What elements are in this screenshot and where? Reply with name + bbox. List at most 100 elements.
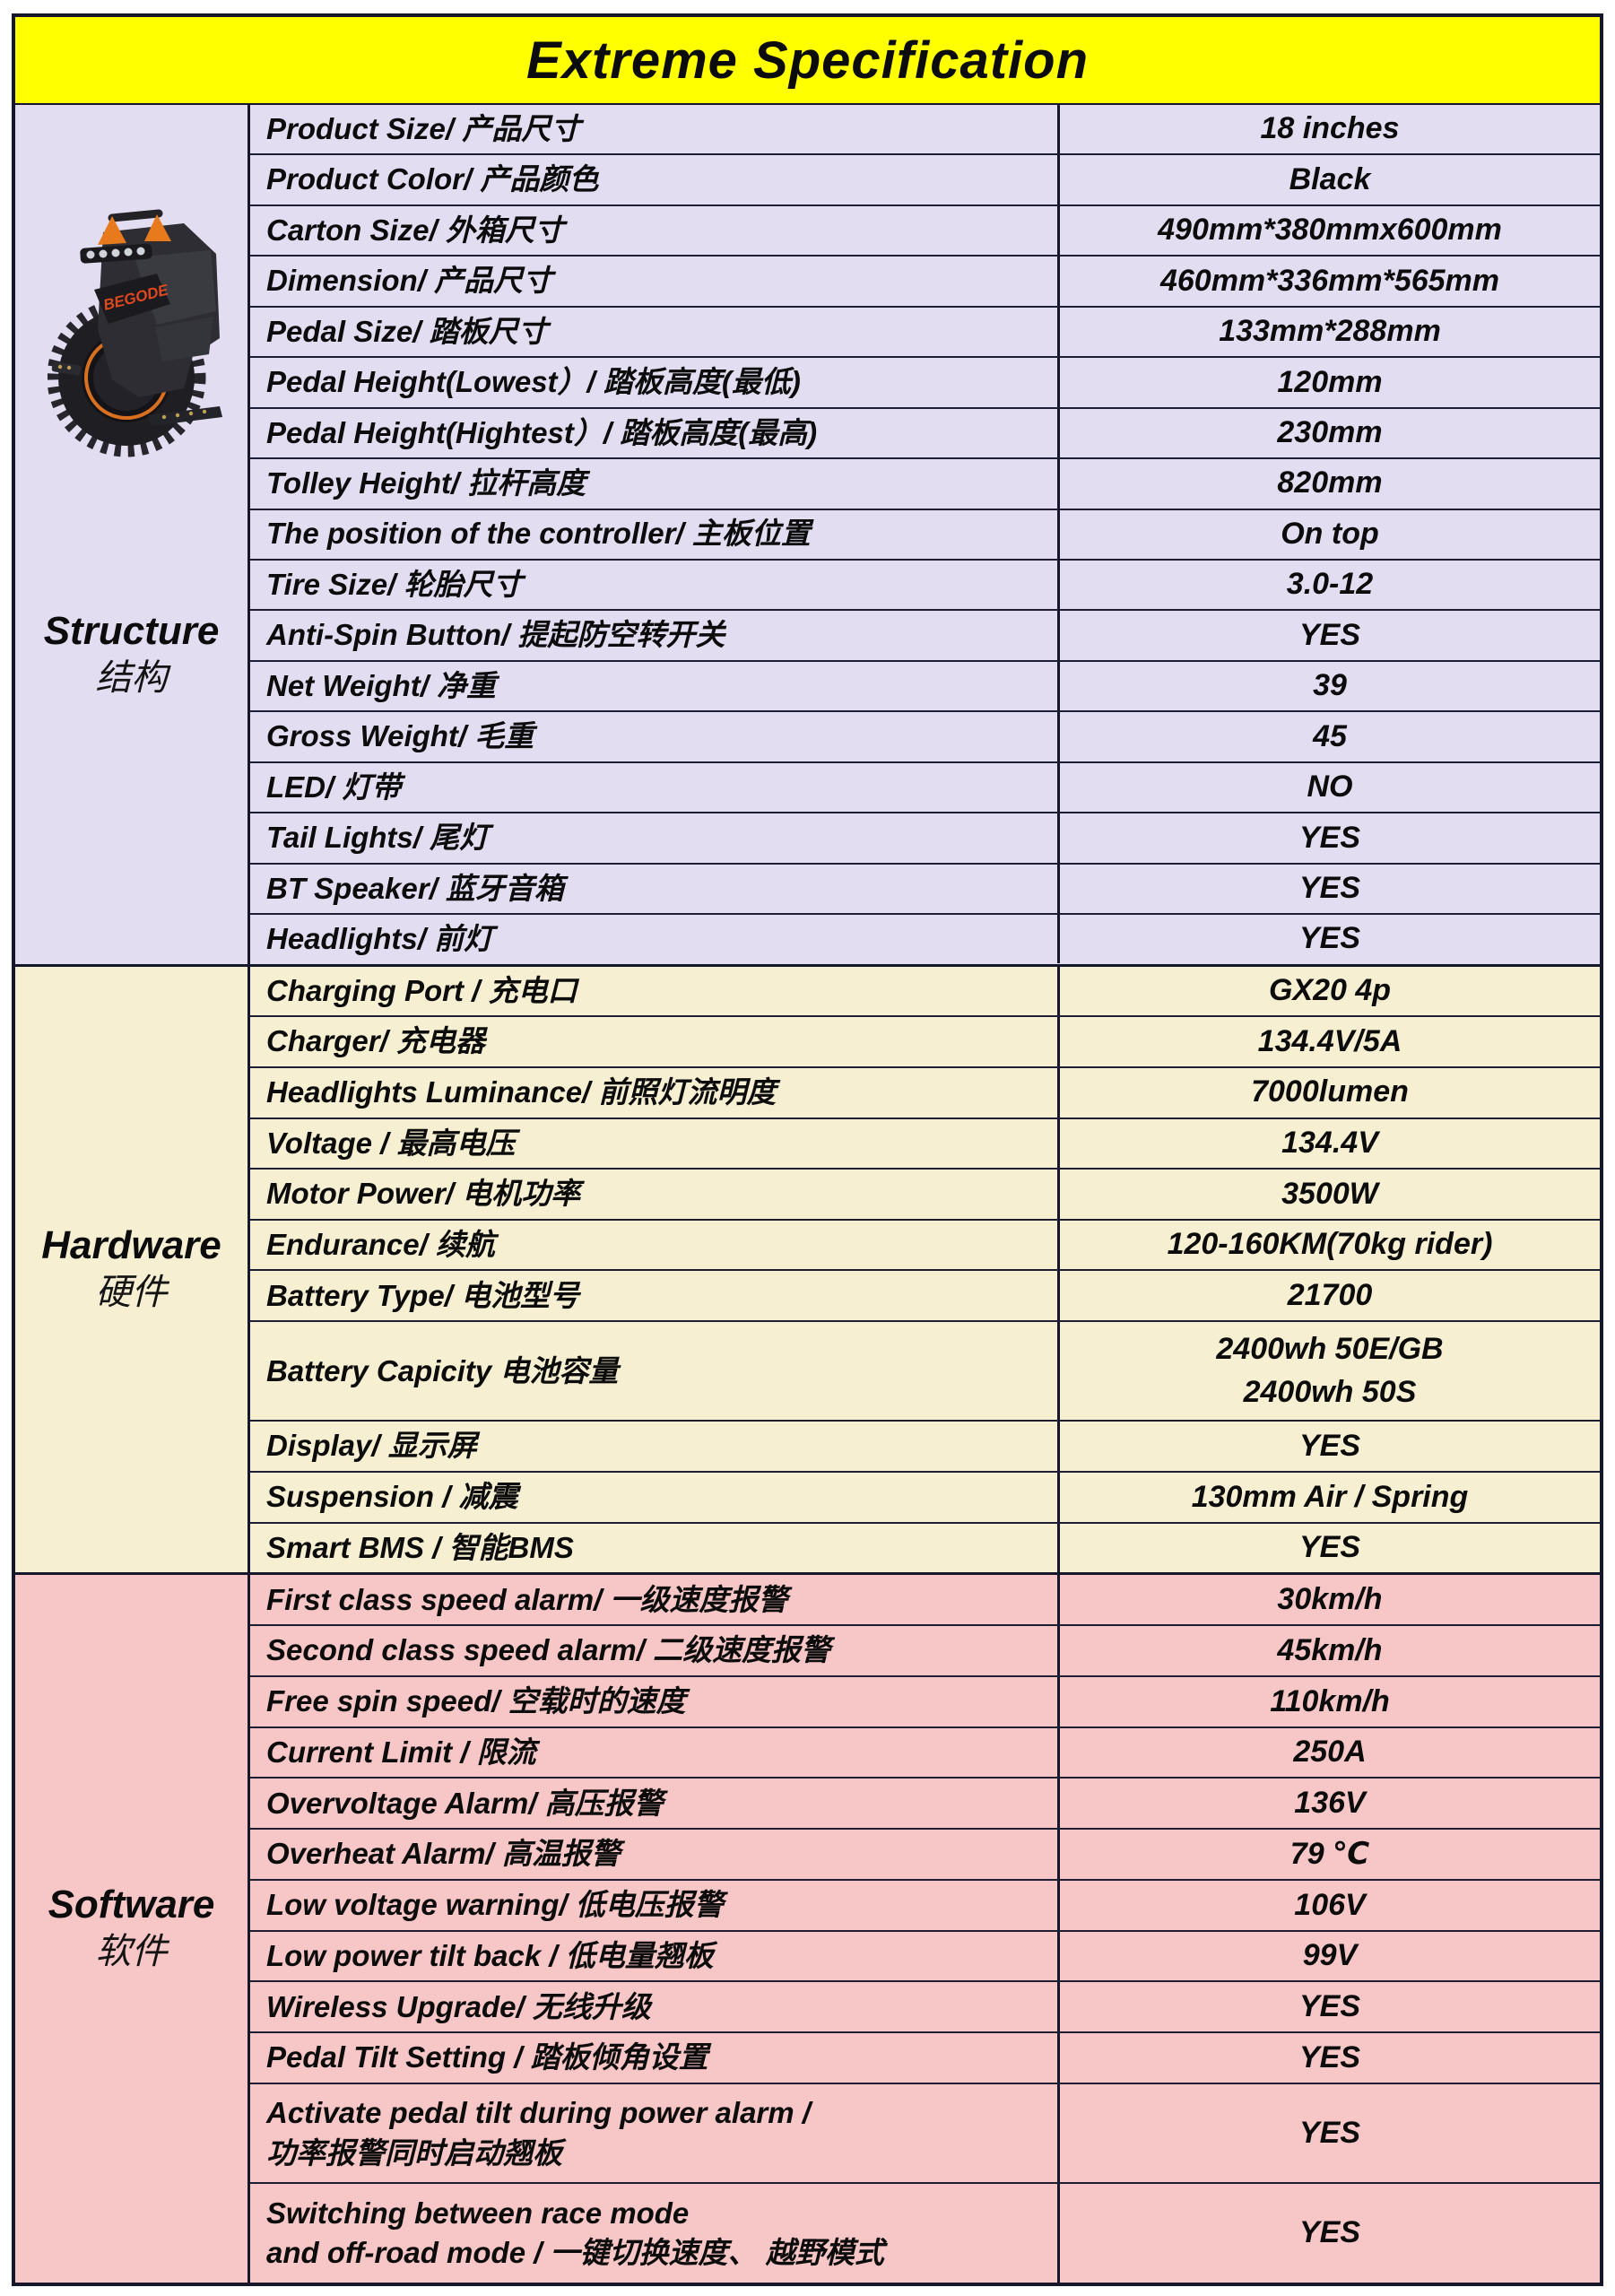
spec-value: 3.0-12 [1286, 567, 1374, 602]
section-rows-structure: Product Size/ 产品尺寸 18 inches Product Color… [250, 105, 1600, 964]
spec-name: Pedal Height(Lowest）/ 踏板高度(最低) [250, 358, 1060, 407]
section-label-zh: 硬件 [95, 1272, 168, 1312]
spec-value: 45 [1313, 718, 1347, 753]
spec-name: Gross Weight/ 毛重 [250, 712, 1060, 761]
spec-value: 130mm Air / Spring [1191, 1479, 1469, 1514]
spec-row: Charger/ 充电器 134.4V/5A [250, 1015, 1600, 1066]
spec-name: Headlights/ 前灯 [250, 915, 1060, 964]
spec-name: Wireless Upgrade/ 无线升级 [250, 1982, 1060, 2032]
spec-value: YES [1298, 820, 1361, 855]
spec-row: Switching between race mode and off-road… [250, 2182, 1600, 2283]
spec-name: Anti-Spin Button/ 提起防空转开关 [250, 611, 1060, 660]
spec-value: 7000lumen [1251, 1074, 1409, 1109]
spec-value: 230mm [1277, 415, 1383, 450]
spec-value: 79 ℃ [1289, 1836, 1370, 1871]
spec-value: YES [1298, 921, 1361, 956]
section-label-en: Hardware [41, 1223, 221, 1268]
spec-row: Motor Power/ 电机功率 3500W [250, 1168, 1600, 1219]
spec-value: 39 [1313, 668, 1347, 703]
spec-name: Suspension / 减震 [250, 1473, 1060, 1522]
spec-row: Headlights Luminance/ 前照灯流明度 7000lumen [250, 1065, 1600, 1118]
spec-value: 18 inches [1260, 111, 1400, 146]
spec-value: NO [1307, 770, 1353, 804]
spec-value: 120mm [1277, 364, 1383, 399]
spec-row: BT Speaker/ 蓝牙音箱 YES [250, 862, 1600, 913]
spec-row: Wireless Upgrade/ 无线升级 YES [250, 1980, 1600, 2032]
spec-row: Tail Lights/ 尾灯 YES [250, 812, 1600, 863]
spec-value: 460mm*336mm*565mm [1159, 263, 1500, 298]
spec-name: Battery Capicity 电池容量 [250, 1322, 1060, 1421]
spec-name: Free spin speed/ 空载时的速度 [250, 1676, 1060, 1726]
spec-value: 2400wh 50E/GB 2400wh 50S [1216, 1332, 1444, 1409]
spec-row: Current Limit / 限流 250A [250, 1726, 1600, 1778]
spec-value: 250A [1293, 1735, 1367, 1770]
spec-name: Tail Lights/ 尾灯 [250, 813, 1060, 863]
spec-row: Free spin speed/ 空载时的速度 110km/h [250, 1674, 1600, 1726]
spec-row: Pedal Height(Lowest）/ 踏板高度(最低) 120mm [250, 356, 1600, 407]
spec-value: YES [1298, 617, 1361, 652]
section-rows-software: First class speed alarm/ 一级速度报警 30km/h Sec… [250, 1575, 1600, 2283]
spec-value: 136V [1294, 1786, 1366, 1821]
section-hardware: Hardware 硬件 Charging Port / 充电口 GX20 4p Ch… [15, 963, 1600, 1573]
spec-value: 30km/h [1277, 1582, 1383, 1617]
spec-name: Dimension/ 产品尺寸 [250, 257, 1060, 306]
section-label-zh: 软件 [95, 1932, 168, 1972]
spec-name: Voltage / 最高电压 [250, 1118, 1060, 1169]
section-rows-hardware: Charging Port / 充电口 GX20 4p Charger/ 充电器 13… [250, 966, 1600, 1573]
spec-row: Smart BMS / 智能BMS YES [250, 1521, 1600, 1573]
spec-name: Tolley Height/ 拉杆高度 [250, 459, 1060, 509]
spec-name: Carton Size/ 外箱尺寸 [250, 205, 1060, 256]
section-label-en: Software [48, 1883, 215, 1927]
spec-row: Low voltage warning/ 低电压报警 106V [250, 1878, 1600, 1930]
spec-name: First class speed alarm/ 一级速度报警 [250, 1575, 1060, 1625]
spec-row: Display/ 显示屏 YES [250, 1420, 1600, 1472]
spec-name: Display/ 显示屏 [250, 1422, 1060, 1472]
spec-value: YES [1298, 1530, 1361, 1565]
page-title: Extreme Specification [526, 30, 1089, 90]
spec-value: 110km/h [1270, 1683, 1390, 1718]
spec-value: 99V [1302, 1938, 1358, 1973]
spec-row: Second class speed alarm/ 二级速度报警 45km/h [250, 1624, 1600, 1675]
spec-name: Motor Power/ 电机功率 [250, 1170, 1060, 1219]
spec-value: 490mm*380mmx600mm [1158, 213, 1502, 248]
spec-value: YES [1298, 2215, 1361, 2250]
spec-name: Switching between race mode and off-road… [250, 2184, 1060, 2283]
spec-name: Activate pedal tilt during power alarm /… [250, 2083, 1060, 2183]
spec-value: 21700 [1287, 1278, 1373, 1312]
spec-value: 3500W [1281, 1176, 1378, 1211]
spec-row: Headlights/ 前灯 YES [250, 913, 1600, 964]
spec-name: Tire Size/ 轮胎尺寸 [250, 560, 1060, 610]
spec-value: YES [1298, 1428, 1361, 1463]
spec-name: Smart BMS / 智能BMS [250, 1523, 1060, 1573]
spec-name: Low power tilt back / 低电量翘板 [250, 1931, 1060, 1981]
spec-name: Charging Port / 充电口 [250, 966, 1060, 1016]
spec-row: Voltage / 最高电压 134.4V [250, 1117, 1600, 1169]
spec-name: Net Weight/ 净重 [250, 661, 1060, 711]
spec-row: Charging Port / 充电口 GX20 4p [250, 966, 1600, 1016]
spec-row: Low power tilt back / 低电量翘板 99V [250, 1929, 1600, 1981]
spec-row: Overvoltage Alarm/ 高压报警 136V [250, 1777, 1600, 1829]
spec-name: Low voltage warning/ 低电压报警 [250, 1880, 1060, 1930]
spec-row: Suspension / 减震 130mm Air / Spring [250, 1471, 1600, 1522]
spec-row: Endurance/ 续航 120-160KM(70kg rider) [250, 1218, 1600, 1270]
spec-name: Second class speed alarm/ 二级速度报警 [250, 1626, 1060, 1675]
section-label-cell-software: Software 软件 [15, 1575, 250, 2283]
spec-row: Tire Size/ 轮胎尺寸 3.0-12 [250, 558, 1600, 610]
spec-name: LED/ 灯带 [250, 762, 1060, 813]
section-software: Software 软件 First class speed alarm/ 一级速… [15, 1572, 1600, 2283]
spec-name: Charger/ 充电器 [250, 1017, 1060, 1066]
spec-table: Extreme Specification BEGODE [12, 13, 1603, 2286]
spec-value: YES [1298, 2115, 1361, 2150]
spec-name: The position of the controller/ 主板位置 [250, 509, 1060, 559]
spec-row: Battery Capicity 电池容量 2400wh 50E/GB 2400w… [250, 1320, 1600, 1421]
spec-row: Tolley Height/ 拉杆高度 820mm [250, 457, 1600, 509]
spec-value: YES [1298, 1989, 1361, 2024]
spec-value: YES [1298, 870, 1361, 905]
section-label-hardware: Hardware 硬件 [41, 1223, 221, 1316]
section-label-zh: 结构 [95, 658, 168, 699]
spec-value: 820mm [1277, 465, 1383, 500]
spec-value: 133mm*288mm [1219, 314, 1441, 349]
spec-value: 134.4V/5A [1257, 1023, 1402, 1058]
spec-name: Endurance/ 续航 [250, 1220, 1060, 1270]
